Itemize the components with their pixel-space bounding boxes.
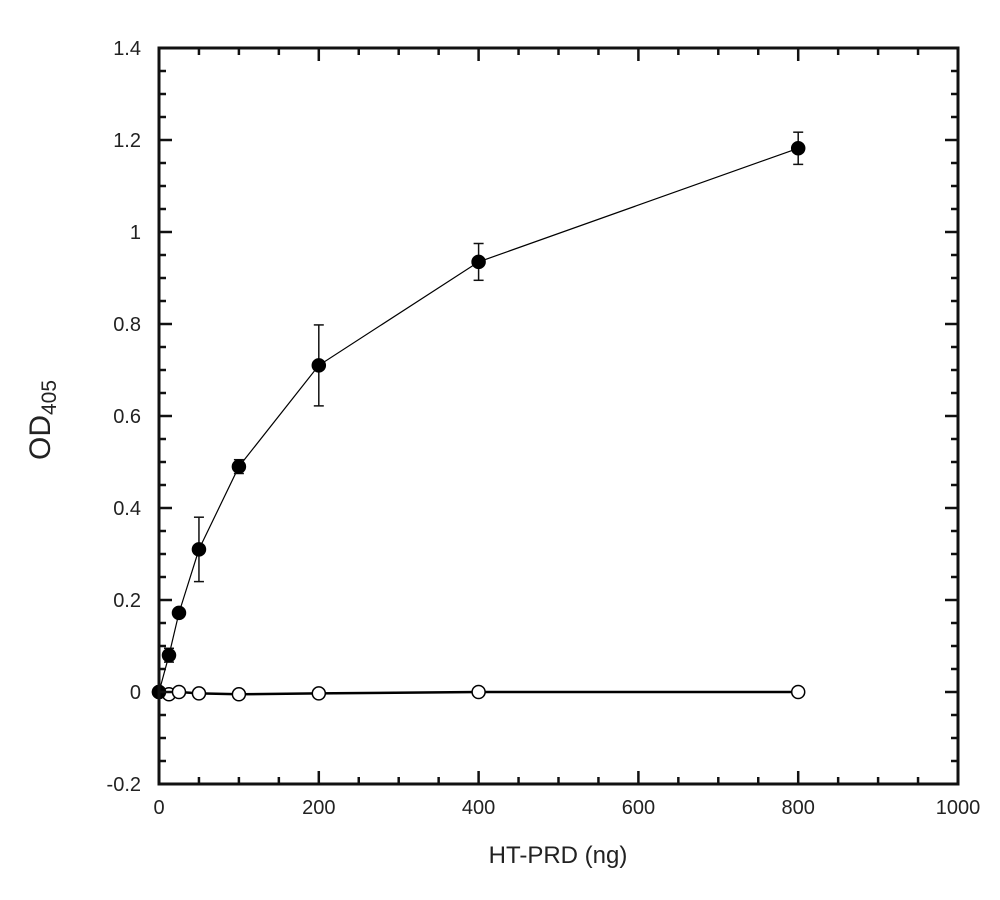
series-filled xyxy=(151,131,806,700)
y-axis-title: OD405 xyxy=(24,380,61,460)
y-tick-label: 0.2 xyxy=(113,590,141,612)
x-tick-label: 0 xyxy=(153,797,164,819)
data-point xyxy=(311,358,327,373)
y-tick-label: 1.2 xyxy=(113,130,141,152)
y-tick-label: 0.6 xyxy=(113,406,141,428)
data-point xyxy=(161,647,177,663)
x-axis-title: HT-PRD (ng) xyxy=(489,842,628,869)
y-tick-label: 1 xyxy=(130,222,141,244)
y-tick-label: 1.4 xyxy=(113,38,141,60)
data-point xyxy=(171,684,187,700)
y-tick-label: 0 xyxy=(130,682,141,704)
x-tick-label: 800 xyxy=(782,797,815,819)
series-open xyxy=(151,684,806,702)
data-point xyxy=(311,686,327,701)
data-point xyxy=(790,684,806,700)
data-point xyxy=(191,686,207,701)
series-line xyxy=(158,147,799,693)
x-tick-label: 1000 xyxy=(936,797,981,819)
x-tick-label: 400 xyxy=(462,797,495,819)
data-point xyxy=(231,459,247,474)
y-tick-label: 0.4 xyxy=(113,498,141,520)
data-point xyxy=(191,542,207,557)
y-tick-label: -0.2 xyxy=(107,774,141,796)
data-point xyxy=(471,254,486,270)
data-point xyxy=(471,684,486,700)
data-point xyxy=(790,141,806,156)
y-tick-label: 0.8 xyxy=(113,314,141,336)
data-point xyxy=(171,605,187,621)
data-point xyxy=(231,687,247,702)
x-tick-label: 600 xyxy=(622,797,655,819)
x-tick-label: 200 xyxy=(302,797,335,819)
